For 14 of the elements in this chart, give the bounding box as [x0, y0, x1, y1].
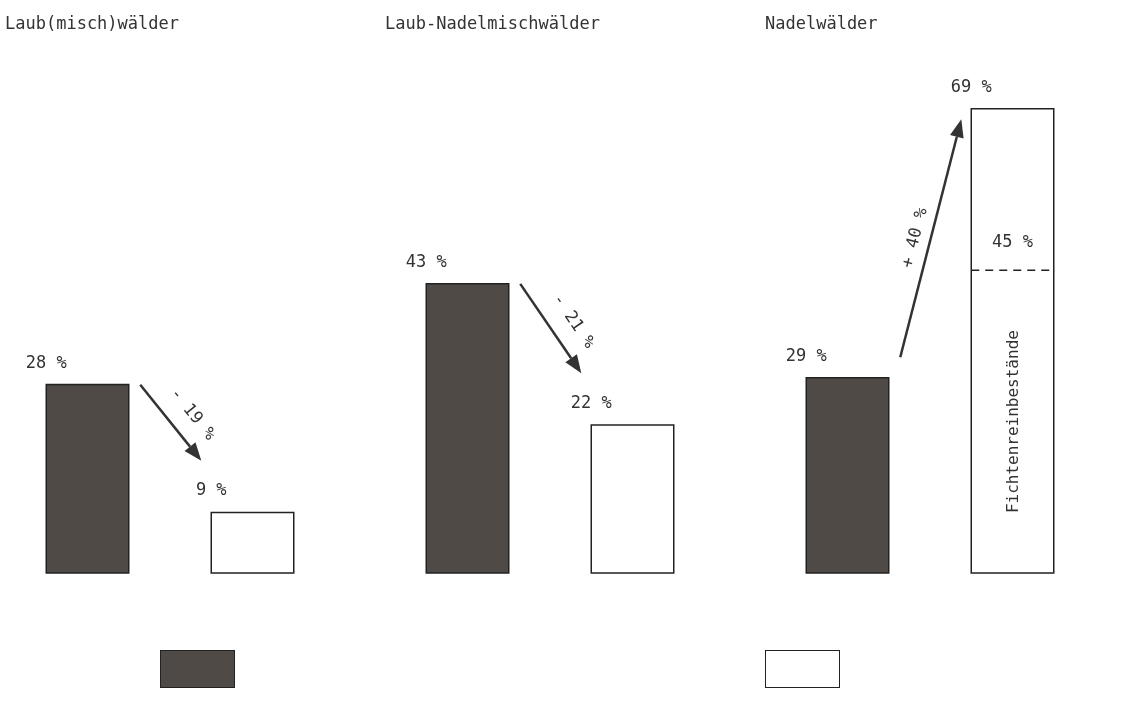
- data-label: 43 %: [405, 250, 447, 271]
- data-label: 69 %: [950, 75, 992, 96]
- ref-line-label: 45 %: [992, 231, 1033, 252]
- data-label: 28 %: [25, 351, 67, 372]
- chart-title: Laub(misch)wälder: [5, 13, 179, 33]
- chart-title: Laub-Nadelmischwälder: [385, 13, 600, 33]
- annotation: - 21 %: [549, 289, 601, 352]
- annotation: + 40 %: [896, 205, 931, 270]
- annotation: - 19 %: [166, 383, 221, 444]
- data-label: 22 %: [570, 391, 612, 412]
- chart-title: Nadelwälder: [765, 13, 878, 33]
- data-label: 9 %: [195, 479, 227, 500]
- annotation: Fichtenreinbestände: [1002, 330, 1022, 514]
- data-label: 29 %: [785, 344, 827, 365]
